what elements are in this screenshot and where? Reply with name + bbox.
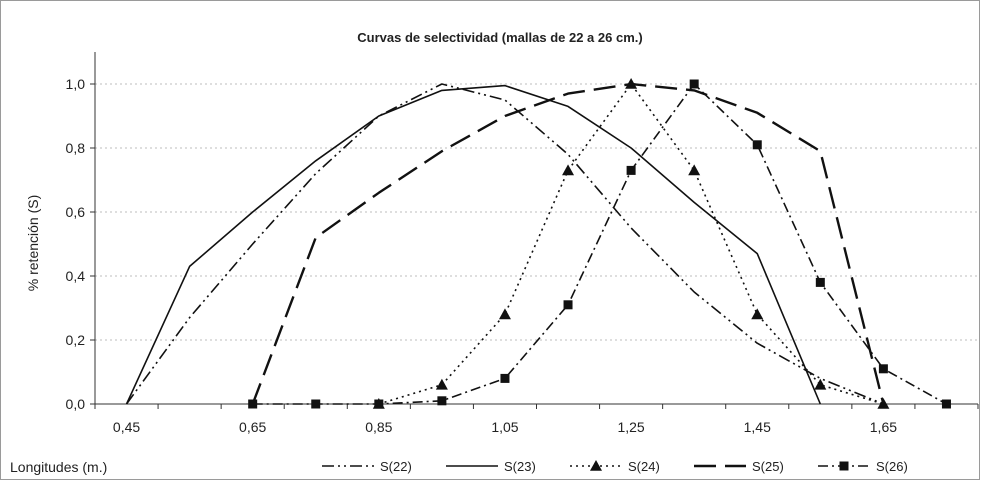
- series-4: [248, 79, 951, 409]
- y-tick-label: 0,4: [66, 268, 86, 284]
- x-tick-label: 0,65: [239, 419, 266, 435]
- series-1: [125, 84, 822, 405]
- series-line: [252, 83, 947, 405]
- data-point: [498, 308, 511, 320]
- legend-label: S(24): [628, 459, 660, 474]
- axis-layer: 0,0 0,2 0,4 0,6 0,8 1,0 0,45 0,65 0,85 1,05 1,25 1,…: [66, 52, 979, 435]
- data-point: [248, 399, 258, 409]
- grid-layer: [95, 83, 978, 341]
- x-axis-title: Longitudes (m.): [10, 459, 107, 475]
- y-tick-label: 0,0: [66, 396, 86, 412]
- data-point: [563, 300, 573, 310]
- legend-marker: [839, 461, 849, 471]
- data-point: [751, 308, 764, 320]
- chart-title: Curvas de selectividad (mallas de 22 a 2…: [357, 30, 642, 45]
- legend-item: S(24): [570, 459, 660, 474]
- legend-marker: [590, 460, 602, 471]
- y-tick-label: 1,0: [66, 76, 86, 92]
- data-point: [689, 79, 699, 89]
- data-point: [626, 165, 636, 175]
- legend-item: S(23): [446, 459, 536, 474]
- legend-label: S(22): [380, 459, 412, 474]
- legend-item: S(26): [818, 459, 908, 474]
- legend-item: S(25): [694, 459, 784, 474]
- x-tick-label: 1,05: [491, 419, 518, 435]
- series-line: [125, 84, 822, 405]
- data-point: [688, 164, 701, 176]
- series-layer: [125, 78, 951, 409]
- data-point: [311, 399, 321, 409]
- data-point: [878, 364, 888, 374]
- x-tick-label: 1,25: [617, 419, 644, 435]
- data-point: [435, 378, 448, 390]
- series-line: [125, 83, 884, 405]
- data-point: [562, 164, 575, 176]
- y-tick-label: 0,2: [66, 332, 86, 348]
- x-tick-label: 1,65: [870, 419, 897, 435]
- series-0: [125, 83, 884, 405]
- legend-item: S(22): [322, 459, 412, 474]
- data-point: [815, 277, 825, 287]
- data-point: [500, 373, 510, 383]
- series-line: [251, 82, 885, 405]
- data-point: [814, 378, 827, 390]
- legend-label: S(25): [752, 459, 784, 474]
- x-tick-label: 1,45: [744, 419, 771, 435]
- y-tick-label: 0,6: [66, 204, 86, 220]
- data-point: [752, 140, 762, 150]
- x-tick-label: 0,85: [365, 419, 392, 435]
- y-tick-label: 0,8: [66, 140, 86, 156]
- y-axis-title: % retención (S): [25, 195, 41, 291]
- series-line: [378, 83, 884, 405]
- legend-label: S(23): [504, 459, 536, 474]
- data-point: [437, 396, 447, 406]
- data-point: [941, 399, 951, 409]
- data-point: [374, 399, 384, 409]
- legend-label: S(26): [876, 459, 908, 474]
- series-3: [251, 82, 885, 405]
- x-tick-label: 0,45: [113, 419, 140, 435]
- legend: S(22) S(23) S(24) S(25) S(26): [322, 459, 908, 474]
